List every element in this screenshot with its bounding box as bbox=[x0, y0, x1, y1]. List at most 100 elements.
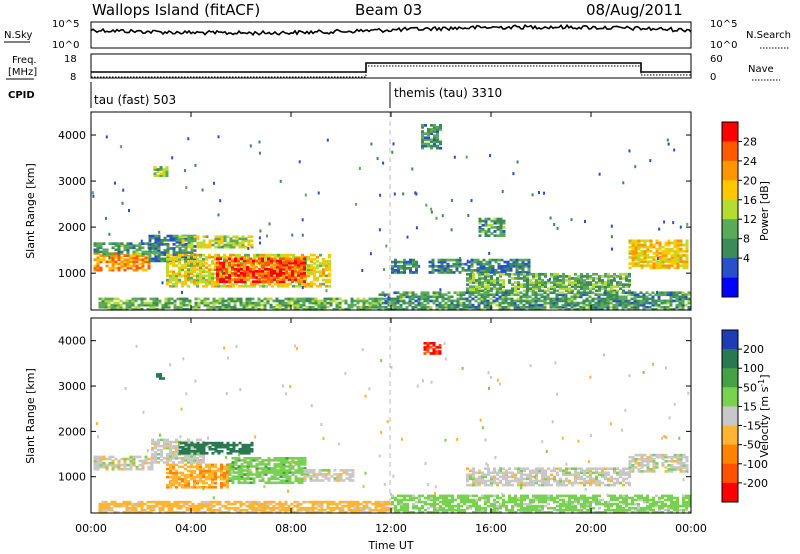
data-cell bbox=[506, 264, 510, 268]
data-cell bbox=[178, 461, 181, 464]
data-cell bbox=[488, 266, 492, 270]
data-cell bbox=[291, 274, 294, 277]
data-cell bbox=[288, 475, 292, 478]
data-cell bbox=[229, 450, 233, 453]
data-cell bbox=[414, 191, 417, 195]
data-cell bbox=[519, 307, 523, 311]
data-cell bbox=[172, 270, 175, 274]
data-cell bbox=[140, 239, 143, 243]
data-cell bbox=[450, 307, 454, 311]
data-cell bbox=[676, 243, 680, 247]
data-cell bbox=[157, 257, 161, 261]
data-cell bbox=[152, 307, 156, 311]
data-cell bbox=[475, 481, 478, 485]
data-cell bbox=[232, 284, 235, 288]
data-cell bbox=[252, 465, 256, 468]
data-cell bbox=[287, 303, 291, 307]
data-cell bbox=[286, 253, 289, 257]
data-cell bbox=[233, 297, 237, 301]
data-cell bbox=[279, 479, 283, 482]
data-cell bbox=[519, 295, 523, 299]
data-cell bbox=[526, 277, 529, 280]
data-cell bbox=[310, 282, 313, 286]
data-cell bbox=[432, 350, 436, 353]
data-cell bbox=[481, 475, 484, 479]
data-cell bbox=[175, 438, 178, 442]
data-cell bbox=[119, 502, 123, 506]
data-cell bbox=[116, 307, 120, 311]
data-cell bbox=[664, 247, 668, 251]
data-cell bbox=[584, 220, 586, 223]
data-cell bbox=[184, 463, 187, 467]
data-cell bbox=[580, 477, 583, 481]
data-cell bbox=[534, 301, 538, 305]
data-cell bbox=[214, 255, 217, 259]
data-cell bbox=[667, 142, 670, 146]
data-cell bbox=[193, 236, 197, 240]
data-cell bbox=[96, 248, 100, 252]
data-cell bbox=[403, 260, 406, 264]
data-cell bbox=[265, 284, 268, 288]
data-cell bbox=[437, 258, 441, 262]
data-cell bbox=[178, 274, 181, 278]
data-cell bbox=[622, 272, 625, 276]
data-cell bbox=[421, 136, 424, 140]
data-cell bbox=[441, 305, 445, 309]
data-cell bbox=[164, 301, 168, 305]
data-cell bbox=[513, 303, 517, 307]
data-cell bbox=[637, 252, 641, 255]
data-cell bbox=[255, 467, 259, 470]
data-cell bbox=[438, 350, 442, 353]
data-cell bbox=[468, 301, 472, 305]
data-cell bbox=[426, 344, 430, 347]
data-cell bbox=[178, 484, 181, 487]
data-cell bbox=[93, 264, 97, 268]
data-cell bbox=[678, 299, 682, 303]
data-cell bbox=[293, 305, 297, 309]
data-cell bbox=[633, 293, 637, 297]
data-cell bbox=[559, 275, 562, 278]
data-cell bbox=[481, 219, 485, 223]
data-cell bbox=[199, 243, 203, 247]
data-cell bbox=[643, 254, 647, 257]
data-cell bbox=[140, 502, 144, 506]
data-cell bbox=[624, 303, 628, 307]
data-cell bbox=[597, 305, 601, 309]
data-cell bbox=[226, 262, 229, 265]
data-cell bbox=[405, 295, 409, 299]
data-cell bbox=[553, 272, 556, 276]
data-cell bbox=[237, 479, 241, 482]
data-cell bbox=[631, 457, 635, 461]
data-cell bbox=[484, 279, 487, 282]
data-cell bbox=[547, 479, 550, 483]
data-cell bbox=[649, 453, 653, 457]
data-cell bbox=[151, 461, 154, 464]
data-cell bbox=[152, 504, 156, 508]
data-cell bbox=[391, 264, 394, 268]
data-cell bbox=[338, 297, 342, 301]
data-cell bbox=[197, 305, 201, 309]
data-cell bbox=[303, 471, 307, 474]
data-cell bbox=[265, 278, 268, 282]
data-cell bbox=[247, 243, 251, 247]
data-cell bbox=[359, 299, 363, 303]
data-cell bbox=[646, 462, 650, 465]
data-cell bbox=[475, 287, 478, 291]
data-cell bbox=[148, 249, 152, 252]
data-cell bbox=[262, 278, 265, 282]
data-cell bbox=[255, 475, 259, 478]
data-cell bbox=[111, 465, 115, 469]
data-cell bbox=[396, 291, 400, 295]
data-cell bbox=[240, 263, 243, 267]
data-cell bbox=[633, 297, 637, 301]
data-cell bbox=[313, 282, 316, 286]
data-cell bbox=[685, 254, 689, 257]
data-cell bbox=[258, 236, 261, 240]
data-cell bbox=[501, 305, 505, 309]
data-cell bbox=[211, 243, 215, 247]
data-cell bbox=[296, 305, 300, 309]
data-cell bbox=[172, 253, 176, 257]
data-cell bbox=[471, 293, 475, 297]
data-cell bbox=[178, 260, 181, 263]
data-cell bbox=[359, 305, 363, 309]
